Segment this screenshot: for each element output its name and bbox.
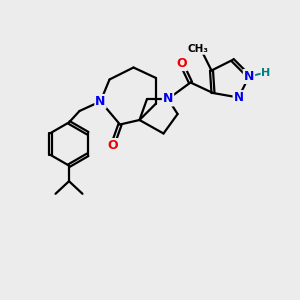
Text: CH₃: CH₃ [188,44,208,54]
Text: N: N [244,70,254,83]
Text: N: N [233,91,244,104]
Text: O: O [176,57,187,70]
Text: N: N [163,92,173,106]
Text: H: H [262,68,271,79]
Text: O: O [107,139,118,152]
Text: N: N [95,95,106,108]
